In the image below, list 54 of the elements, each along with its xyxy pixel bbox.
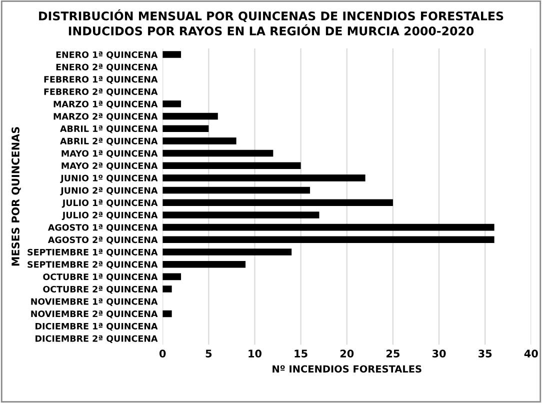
x-tick-label: 40 (524, 350, 538, 358)
y-tick-label: AGOSTO 1ª QUINCENA (48, 224, 158, 232)
x-tick-label: 30 (432, 350, 446, 358)
bar (162, 199, 393, 206)
x-axis-title: Nº INCENDIOS FORESTALES (272, 365, 422, 373)
x-tick-label: 35 (478, 350, 492, 358)
bar (162, 212, 320, 218)
y-tick-label: MARZO 2ª QUINCENA (54, 113, 158, 121)
y-tick-label: ENERO 1ª QUINCENA (56, 51, 158, 60)
x-tick-label: 5 (206, 350, 212, 358)
chart-title: DISTRIBUCIÓN MENSUAL POR QUINCENAS DE INCENDIOS FORESTALES INDUCIDOS POR RAYOS EN LA REGIÓN DE MURCIA 2000-2020 (39, 9, 504, 36)
y-tick-label: NOVIEMBRE 1ª QUINCENA (31, 298, 158, 306)
y-tick-label: JULIO 1ª QUINCENA (62, 199, 158, 208)
y-tick-label: MARZO 1ª QUINCENA (54, 100, 158, 108)
x-tick-label: 25 (386, 350, 400, 358)
bar (162, 186, 310, 194)
x-tick-label: 20 (340, 350, 354, 358)
y-tick-label: FEBRERO 1ª QUINCENA (44, 76, 158, 84)
y-axis-title: MESES POR QUINCENAS (12, 127, 21, 266)
y-tick-label: JUNIO 2ª QUINCENA (60, 187, 158, 196)
bar (162, 273, 182, 280)
y-tick-label: SEPTIEMBRE 2ª QUINCENA (28, 261, 158, 269)
bar (162, 150, 274, 157)
bar (162, 112, 218, 120)
y-tick-label: AGOSTO 2ª QUINCENA (48, 236, 158, 244)
y-tick-label: ENERO 2ª QUINCENA (56, 64, 158, 72)
bar (162, 51, 182, 58)
bar (162, 236, 494, 244)
bar (162, 162, 301, 169)
bar (162, 100, 182, 108)
y-tick-label: ABRIL 1ª QUINCENA (60, 125, 158, 134)
bar (162, 286, 172, 292)
bar (162, 310, 172, 318)
x-tick-label: 15 (294, 350, 308, 358)
y-tick-label: ABRIL 2ª QUINCENA (60, 138, 158, 146)
x-tick-label: 10 (248, 350, 262, 358)
bar (162, 224, 494, 231)
bar (162, 125, 209, 132)
y-tick-label: MAYO 1ª QUINCENA (62, 150, 158, 158)
y-tick-label: FEBRERO 2ª QUINCENA (44, 88, 158, 96)
y-tick-label: OCTUBRE 2ª QUINCENA (43, 286, 158, 294)
y-tick-label: SEPTIEMBRE 1ª QUINCENA (28, 248, 158, 257)
y-tick-label: JUNIO 1º QUINCENA (60, 174, 158, 184)
bar (162, 174, 366, 182)
y-tick-label: NOVIEMBRE 2ª QUINCENA (31, 310, 158, 318)
bar (162, 138, 236, 144)
bar (162, 248, 292, 256)
y-tick-label: DICIEMBRE 2ª QUINCENA (36, 335, 158, 343)
y-tick-label: DICIEMBRE 1ª QUINCENA (36, 322, 158, 331)
y-tick-label: OCTUBRE 1ª QUINCENA (43, 274, 158, 282)
x-tick-label: 0 (159, 350, 166, 358)
y-tick-label: JULIO 2ª QUINCENA (62, 212, 158, 220)
bar (162, 260, 246, 268)
y-tick-label: MAYO 2ª QUINCENA (62, 162, 158, 170)
